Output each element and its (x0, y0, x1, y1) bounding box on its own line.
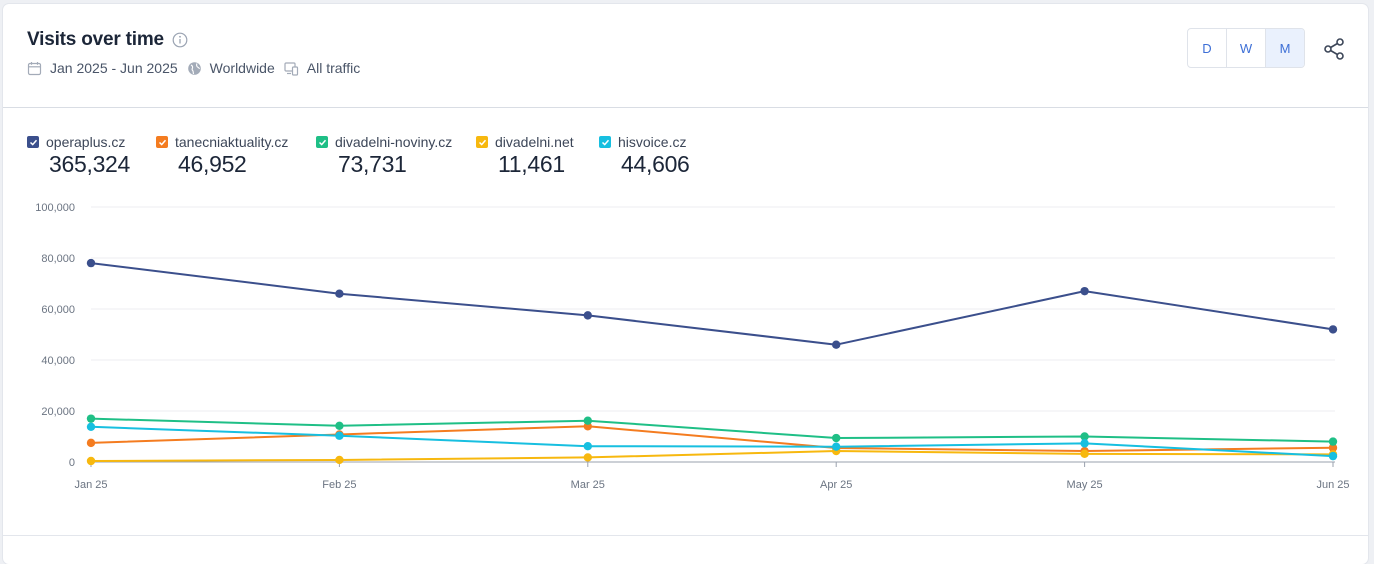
x-tick-label: Jan 25 (74, 479, 107, 491)
granularity-month-button[interactable]: M (1266, 29, 1304, 67)
series-line-divadelni-noviny.cz (90, 417, 1334, 443)
y-tick-label: 40,000 (41, 355, 75, 367)
checkbox-icon[interactable] (27, 136, 39, 148)
data-point-hisvoice.cz (832, 442, 841, 451)
data-point-divadelni-noviny.cz (86, 414, 96, 423)
title-row: Visits over time (27, 29, 188, 51)
data-point-divadelni-noviny.cz (1080, 432, 1089, 441)
x-tick-label: May 25 (1067, 479, 1103, 491)
granularity-week-button[interactable]: W (1227, 29, 1266, 67)
legend-total: 73,731 (338, 151, 407, 177)
legend-item-divadelni-noviny[interactable]: divadelni-noviny.cz 73,731 (316, 134, 476, 178)
checkbox-icon[interactable] (316, 136, 328, 148)
y-tick-label: 100,000 (35, 202, 75, 214)
date-range-text: Jan 2025 - Jun 2025 (50, 60, 178, 76)
data-point-tanecniaktuality.cz (86, 438, 96, 448)
legend-item-divadelni-net[interactable]: divadelni.net 11,461 (476, 134, 599, 178)
x-tick-label: Feb 25 (322, 479, 356, 491)
region-text: Worldwide (209, 60, 275, 76)
series-line-divadelni.net (90, 450, 1334, 462)
visits-line-chart: 0 20,000 40,000 60,000 80,000 100,000 Jan 25 Fe… (35, 202, 1349, 491)
legend-item-operaplus[interactable]: operaplus.cz 365,324 (27, 134, 156, 178)
series-line-tanecniaktuality.cz (90, 425, 1334, 453)
data-point-divadelni.net (335, 455, 344, 465)
legend-label: operaplus.cz (46, 134, 126, 150)
data-point-hisvoice.cz (1080, 439, 1089, 448)
data-point-operaplus.cz (832, 340, 841, 349)
legend-item-hisvoice[interactable]: hisvoice.cz 44,606 (599, 134, 719, 178)
page-title: Visits over time (27, 29, 164, 50)
checkbox-icon[interactable] (599, 136, 611, 148)
series-line-hisvoice.cz (90, 425, 1334, 458)
y-tick-label: 0 (69, 457, 75, 469)
legend-total: 11,461 (498, 151, 565, 177)
legend-total: 365,324 (49, 151, 131, 177)
x-tick-label: Jun 25 (1316, 479, 1349, 491)
devices-icon (284, 61, 298, 76)
info-icon[interactable] (172, 32, 188, 48)
legend-label: tanecniaktuality.cz (175, 134, 289, 150)
legend-label: divadelni.net (495, 134, 574, 150)
card-header: Visits over time Jan 2025 - Jun 2025 (3, 4, 1368, 108)
data-point-operaplus.cz (1328, 325, 1338, 334)
granularity-day-button[interactable]: D (1188, 29, 1227, 67)
series-line-operaplus.cz (90, 262, 1334, 346)
x-tick-label: Apr 25 (820, 479, 852, 491)
data-point-tanecniaktuality.cz (1328, 443, 1338, 452)
data-point-operaplus.cz (86, 258, 96, 268)
data-point-hisvoice.cz (335, 431, 344, 440)
x-tick-label: Mar 25 (571, 479, 605, 491)
data-point-operaplus.cz (1080, 286, 1089, 296)
data-point-hisvoice.cz (583, 441, 592, 451)
share-icon[interactable] (1321, 36, 1347, 62)
y-tick-label: 20,000 (41, 406, 75, 418)
granularity-toggle: D W M (1187, 28, 1305, 68)
checkbox-icon[interactable] (156, 136, 168, 148)
date-range-filter[interactable]: Jan 2025 - Jun 2025 (27, 60, 178, 76)
filter-meta: Jan 2025 - Jun 2025 Worldwide All traffi… (27, 60, 369, 76)
traffic-filter[interactable]: All traffic (284, 60, 360, 76)
y-tick-label: 80,000 (41, 253, 75, 265)
checkbox-icon[interactable] (476, 136, 488, 148)
traffic-text: All traffic (306, 60, 361, 76)
globe-icon (187, 61, 201, 75)
card-divider (3, 535, 1368, 536)
data-point-divadelni-noviny.cz (583, 416, 592, 425)
data-point-operaplus.cz (583, 311, 592, 320)
legend-label: hisvoice.cz (618, 134, 687, 150)
legend-total: 44,606 (621, 151, 690, 177)
legend-item-tanecniaktuality[interactable]: tanecniaktuality.cz 46,952 (156, 134, 316, 178)
region-filter[interactable]: Worldwide (187, 60, 275, 76)
legend-total: 46,952 (178, 151, 247, 177)
calendar-icon (27, 61, 42, 75)
y-tick-label: 60,000 (41, 304, 75, 316)
chart-legend: operaplus.cz 365,324 tanecniaktuality.cz… (27, 134, 719, 178)
data-point-operaplus.cz (335, 289, 344, 298)
data-point-divadelni-noviny.cz (832, 433, 841, 443)
data-point-divadelni-noviny.cz (1328, 437, 1338, 446)
data-point-divadelni.net (583, 453, 592, 462)
data-point-hisvoice.cz (86, 422, 96, 432)
data-point-hisvoice.cz (1328, 451, 1338, 461)
data-point-divadelni-noviny.cz (335, 421, 344, 430)
visits-card: Visits over time Jan 2025 - Jun 2025 (3, 4, 1368, 564)
legend-label: divadelni-noviny.cz (335, 134, 453, 150)
data-point-divadelni.net (1080, 449, 1089, 459)
data-point-divadelni.net (86, 456, 96, 466)
